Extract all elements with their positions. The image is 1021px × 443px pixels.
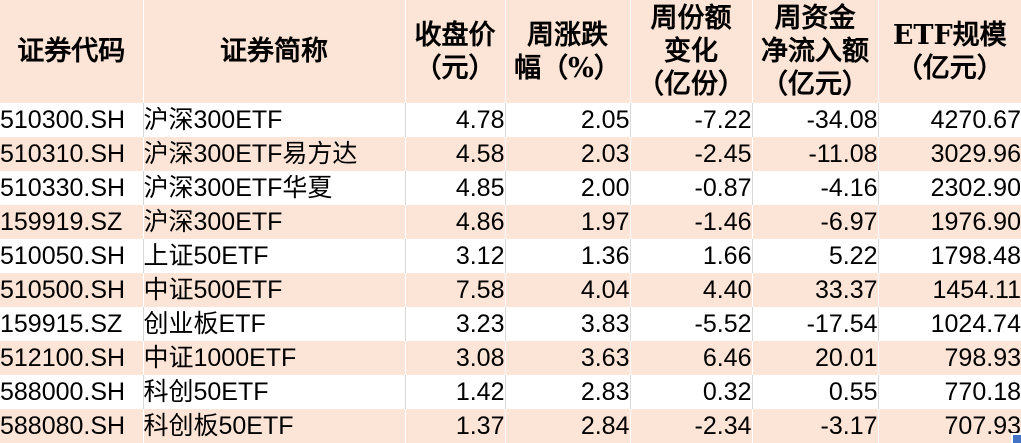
cell-code[interactable]: 510330.SH — [0, 171, 144, 205]
cell-name[interactable]: 上证50ETF — [143, 239, 406, 273]
cell-name[interactable]: 沪深300ETF — [143, 205, 406, 239]
cell-name[interactable]: 中证1000ETF — [143, 341, 406, 375]
cell-share-change[interactable]: -1.46 — [630, 205, 753, 239]
cell-etf-scale[interactable]: 1454.11 — [878, 273, 1021, 307]
cell-close-price[interactable]: 1.42 — [405, 375, 506, 409]
col-header-net-inflow[interactable]: 周资金 净流入额 （亿元） — [752, 0, 879, 103]
cell-close-price[interactable]: 7.58 — [405, 273, 506, 307]
cell-net-inflow[interactable]: -11.08 — [752, 137, 879, 171]
header-row: 证券代码 证券简称 收盘价 （元） 周涨跌 幅（%） 周份额 变化 （亿份） 周… — [0, 0, 1021, 103]
cell-close-price[interactable]: 1.37 — [405, 409, 506, 443]
cell-net-inflow[interactable]: -4.16 — [752, 171, 879, 205]
table-row: 510330.SH 沪深300ETF华夏 4.85 2.00 -0.87 -4.… — [0, 171, 1021, 205]
cell-week-change[interactable]: 3.83 — [505, 307, 631, 341]
cell-share-change[interactable]: 1.66 — [630, 239, 753, 273]
cell-close-price[interactable]: 3.08 — [405, 341, 506, 375]
cell-share-change[interactable]: -5.52 — [630, 307, 753, 341]
cell-net-inflow[interactable]: 20.01 — [752, 341, 879, 375]
col-header-close-price[interactable]: 收盘价 （元） — [405, 0, 506, 103]
cell-close-price[interactable]: 4.78 — [405, 103, 506, 137]
cell-etf-scale[interactable]: 1976.90 — [878, 205, 1021, 239]
cell-share-change[interactable]: 0.32 — [630, 375, 753, 409]
cell-name[interactable]: 沪深300ETF易方达 — [143, 137, 406, 171]
cell-net-inflow[interactable]: -34.08 — [752, 103, 879, 137]
cell-week-change[interactable]: 1.36 — [505, 239, 631, 273]
cell-week-change[interactable]: 2.05 — [505, 103, 631, 137]
cell-etf-scale[interactable]: 770.18 — [944, 378, 1021, 406]
cell-code[interactable]: 512100.SH — [0, 341, 144, 375]
cell-week-change[interactable]: 1.97 — [505, 205, 631, 239]
cell-share-change[interactable]: 4.40 — [630, 273, 753, 307]
cell-share-change[interactable]: -0.87 — [630, 171, 753, 205]
cell-share-change[interactable]: 6.46 — [630, 341, 753, 375]
cell-share-change[interactable]: -7.22 — [630, 103, 753, 137]
selection-fill-handle-icon[interactable] — [1011, 433, 1021, 443]
cell-name[interactable]: 科创50ETF — [143, 375, 406, 409]
table-row: 510300.SH 沪深300ETF 4.78 2.05 -7.22 -34.0… — [0, 103, 1021, 137]
cell-code[interactable]: 159919.SZ — [0, 205, 144, 239]
cell-close-price[interactable]: 3.12 — [405, 239, 506, 273]
cell-name[interactable]: 沪深300ETF — [143, 103, 406, 137]
cell-code[interactable]: 510050.SH — [0, 239, 144, 273]
cell-net-inflow[interactable]: 33.37 — [752, 273, 879, 307]
cell-name[interactable]: 科创板50ETF — [143, 409, 406, 443]
cell-code[interactable]: 510500.SH — [0, 273, 144, 307]
col-header-share-change[interactable]: 周份额 变化 （亿份） — [630, 0, 753, 103]
cell-code[interactable]: 588000.SH — [0, 375, 144, 409]
cell-name[interactable]: 创业板ETF — [143, 307, 406, 341]
cell-name[interactable]: 中证500ETF — [143, 273, 406, 307]
table-row: 510500.SH 中证500ETF 7.58 4.04 4.40 33.37 … — [0, 273, 1021, 307]
cell-share-change[interactable]: -2.34 — [630, 409, 753, 443]
table-row: 588000.SH 科创50ETF 1.42 2.83 0.32 0.55 77… — [0, 375, 1021, 409]
cell-week-change[interactable]: 3.63 — [505, 341, 631, 375]
cell-code[interactable]: 159915.SZ — [0, 307, 144, 341]
table-row: 159919.SZ 沪深300ETF 4.86 1.97 -1.46 -6.97… — [0, 205, 1021, 239]
cell-net-inflow[interactable]: 0.55 — [752, 375, 879, 409]
table-row: 510050.SH 上证50ETF 3.12 1.36 1.66 5.22 17… — [0, 239, 1021, 273]
cell-net-inflow[interactable]: -17.54 — [752, 307, 879, 341]
cell-code[interactable]: 510300.SH — [0, 103, 144, 137]
table-row: 159915.SZ 创业板ETF 3.23 3.83 -5.52 -17.54 … — [0, 307, 1021, 341]
cell-etf-scale[interactable]: 4270.67 — [930, 106, 1021, 134]
cell-close-price[interactable]: 3.23 — [405, 307, 506, 341]
cell-etf-scale[interactable]: 798.93 — [878, 341, 1021, 375]
table-row: 510310.SH 沪深300ETF易方达 4.58 2.03 -2.45 -1… — [0, 137, 1021, 171]
cell-week-change[interactable]: 2.83 — [505, 375, 631, 409]
cell-close-price[interactable]: 4.85 — [405, 171, 506, 205]
cell-week-change[interactable]: 2.03 — [505, 137, 631, 171]
cell-code[interactable]: 510310.SH — [0, 137, 144, 171]
cell-name[interactable]: 沪深300ETF华夏 — [143, 171, 406, 205]
cell-week-change[interactable]: 2.84 — [505, 409, 631, 443]
cell-etf-scale[interactable]: 1024.74 — [930, 310, 1021, 338]
cell-net-inflow[interactable]: -3.17 — [752, 409, 879, 443]
col-header-etf-scale[interactable]: ETF规模 （亿元） — [878, 0, 1021, 103]
cell-close-price[interactable]: 4.86 — [405, 205, 506, 239]
cell-etf-scale[interactable]: 707.93 — [878, 409, 1021, 443]
col-header-name[interactable]: 证券简称 — [143, 0, 406, 103]
cell-code[interactable]: 588080.SH — [0, 409, 144, 443]
cell-net-inflow[interactable]: -6.97 — [752, 205, 879, 239]
col-header-code[interactable]: 证券代码 — [0, 0, 144, 103]
table-row: 588080.SH 科创板50ETF 1.37 2.84 -2.34 -3.17… — [0, 409, 1021, 443]
cell-week-change[interactable]: 4.04 — [505, 273, 631, 307]
cell-etf-scale[interactable]: 1798.48 — [930, 242, 1021, 270]
table-row: 512100.SH 中证1000ETF 3.08 3.63 6.46 20.01… — [0, 341, 1021, 375]
cell-week-change[interactable]: 2.00 — [505, 171, 631, 205]
col-header-week-change[interactable]: 周涨跌 幅（%） — [505, 0, 631, 103]
cell-etf-scale[interactable]: 3029.96 — [878, 137, 1021, 171]
cell-etf-scale[interactable]: 2302.90 — [930, 174, 1021, 202]
cell-share-change[interactable]: -2.45 — [630, 137, 753, 171]
cell-net-inflow[interactable]: 5.22 — [752, 239, 879, 273]
cell-close-price[interactable]: 4.58 — [405, 137, 506, 171]
